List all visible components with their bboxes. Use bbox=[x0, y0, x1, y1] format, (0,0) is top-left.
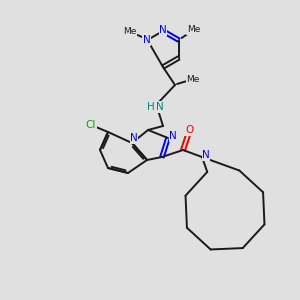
Text: N: N bbox=[159, 25, 167, 35]
Text: N: N bbox=[130, 133, 138, 143]
Text: N: N bbox=[202, 150, 210, 160]
Text: N: N bbox=[156, 102, 164, 112]
Text: Me: Me bbox=[187, 26, 200, 34]
Text: Me: Me bbox=[123, 26, 136, 35]
Text: N: N bbox=[142, 35, 150, 45]
Text: Me: Me bbox=[186, 74, 200, 83]
Text: Cl: Cl bbox=[86, 120, 96, 130]
Text: N: N bbox=[169, 131, 177, 141]
Text: H: H bbox=[147, 102, 155, 112]
Text: O: O bbox=[185, 125, 193, 135]
